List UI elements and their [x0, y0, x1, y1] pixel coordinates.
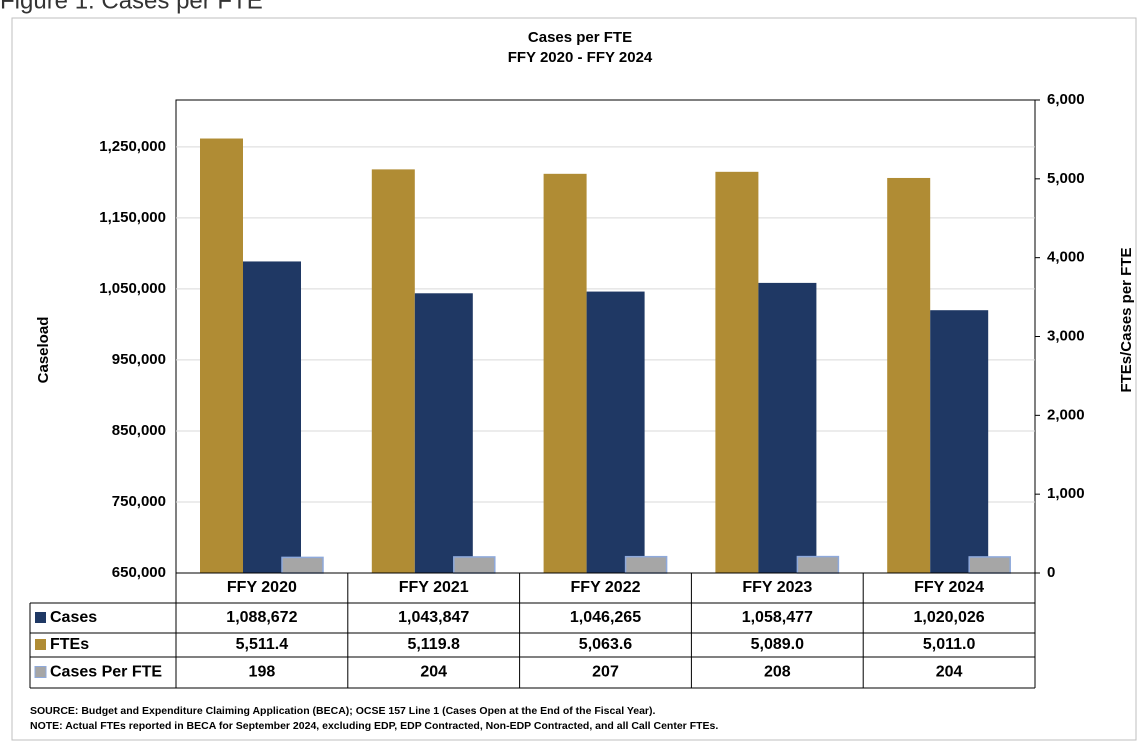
legend-label: Cases Per FTE	[50, 664, 162, 681]
legend-key	[34, 666, 47, 678]
y-tick-label: 750,000	[112, 493, 166, 510]
x-tick-label: FFY 2023	[742, 579, 812, 596]
y-tick-label: 1,150,000	[99, 209, 166, 226]
source-note: SOURCE: Budget and Expenditure Claiming …	[30, 705, 656, 717]
x-tick-label: FFY 2021	[399, 579, 469, 596]
y2-tick-label: 0	[1047, 564, 1055, 581]
legend-key	[35, 639, 46, 650]
bar	[281, 556, 324, 574]
y-tick-label: 1,250,000	[99, 138, 166, 155]
y-tick-label: 650,000	[112, 564, 166, 581]
bar	[930, 310, 989, 573]
y2-tick-label: 5,000	[1047, 170, 1085, 187]
y2-axis-label: FTEs/Cases per FTE	[1118, 247, 1135, 392]
bar	[715, 171, 759, 573]
table-cell: 204	[936, 664, 963, 681]
bar	[887, 177, 931, 573]
x-tick-label: FFY 2022	[571, 579, 641, 596]
bar	[371, 169, 415, 573]
table-cell: 5,089.0	[751, 636, 804, 653]
y2-tick-label: 3,000	[1047, 327, 1085, 344]
legend-key	[35, 612, 46, 623]
y-tick-label: 850,000	[112, 422, 166, 439]
bar	[624, 555, 668, 574]
table-cell: 5,063.6	[579, 636, 632, 653]
y2-tick-label: 4,000	[1047, 249, 1085, 266]
table-cell: 1,043,847	[398, 609, 469, 626]
bar	[414, 293, 473, 573]
legend-label: FTEs	[50, 636, 89, 653]
y-tick-label: 1,050,000	[99, 280, 166, 297]
chart-title: Cases per FTE	[528, 29, 632, 46]
bar	[200, 138, 243, 574]
table-cell: 1,058,477	[742, 609, 813, 626]
bar	[543, 173, 587, 574]
frame	[11, 17, 1137, 741]
table-cell: 1,088,672	[226, 609, 297, 626]
y-tick-label: 950,000	[112, 351, 166, 368]
table-cell: 208	[764, 664, 791, 681]
table-cell: 1,020,026	[914, 609, 985, 626]
table-cell: 204	[420, 664, 447, 681]
table-cell: 198	[249, 664, 276, 681]
bar	[758, 282, 817, 573]
table-cell: 5,511.4	[236, 636, 289, 653]
table-cell: 5,119.8	[407, 636, 460, 653]
y2-tick-label: 1,000	[1047, 485, 1085, 502]
legend-label: Cases	[50, 609, 97, 626]
bar	[586, 291, 645, 573]
table-cell: 5,011.0	[923, 636, 976, 653]
table-cell: 1,046,265	[570, 609, 641, 626]
figure-title: Figure 1: Cases per FTE	[0, 0, 263, 14]
x-tick-label: FFY 2020	[227, 579, 297, 596]
y2-tick-label: 6,000	[1047, 91, 1085, 108]
bar	[796, 555, 840, 574]
y2-tick-label: 2,000	[1047, 406, 1085, 423]
x-tick-label: FFY 2024	[914, 579, 984, 596]
chart-subtitle: FFY 2020 - FFY 2024	[508, 49, 653, 66]
y-axis-label: Caseload	[35, 317, 52, 384]
bar	[243, 261, 301, 573]
bar	[968, 556, 1011, 574]
note: NOTE: Actual FTEs reported in BECA for S…	[30, 720, 718, 732]
table-cell: 207	[592, 664, 619, 681]
bar	[453, 556, 496, 574]
